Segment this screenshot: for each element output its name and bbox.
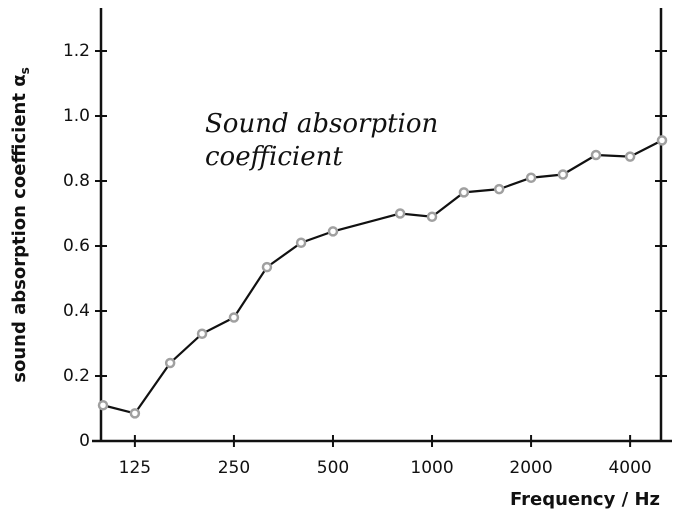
- data-point: [164, 357, 176, 369]
- data-point: [624, 151, 636, 162]
- x-tick-label: 500: [317, 458, 349, 478]
- y-tick-label: 0.2: [63, 366, 90, 386]
- y-tick-label: 0.6: [63, 236, 90, 256]
- y-tick-label: 1.0: [63, 106, 90, 126]
- data-point: [458, 187, 470, 198]
- y-axis-label: sound absorption coefficient αs: [9, 67, 32, 383]
- data-point: [295, 237, 307, 248]
- data-line: [102, 139, 663, 415]
- x-axis-label: Frequency / Hz: [510, 489, 660, 510]
- annotation: coefficient: [205, 142, 343, 172]
- x-tick-label: 250: [218, 458, 250, 478]
- data-point: [228, 312, 240, 323]
- x-tick-label: 1000: [410, 458, 453, 478]
- data-point: [394, 208, 406, 219]
- y-tick-label: 0: [79, 431, 90, 451]
- data-point: [426, 211, 438, 222]
- data-point: [656, 135, 668, 146]
- data-point: [590, 149, 602, 161]
- data-point: [129, 408, 141, 419]
- data-point: [196, 328, 208, 339]
- y-label-subscript: s: [18, 67, 32, 74]
- y-tick-label: 0.4: [63, 301, 90, 321]
- x-tick-label: 125: [119, 458, 151, 478]
- x-tick-label: 2000: [509, 458, 552, 478]
- data-point: [557, 169, 569, 180]
- y-tick-label: 1.2: [63, 41, 90, 61]
- data-point: [493, 183, 505, 195]
- data-point: [327, 226, 339, 237]
- data-point: [525, 172, 537, 183]
- y-label-main: sound absorption coefficient α: [9, 74, 30, 382]
- x-tick-label: 4000: [608, 458, 651, 478]
- y-tick-label: 0.8: [63, 171, 90, 191]
- data-point: [97, 400, 109, 411]
- annotation: Sound absorption: [205, 109, 438, 139]
- data-point: [261, 261, 273, 273]
